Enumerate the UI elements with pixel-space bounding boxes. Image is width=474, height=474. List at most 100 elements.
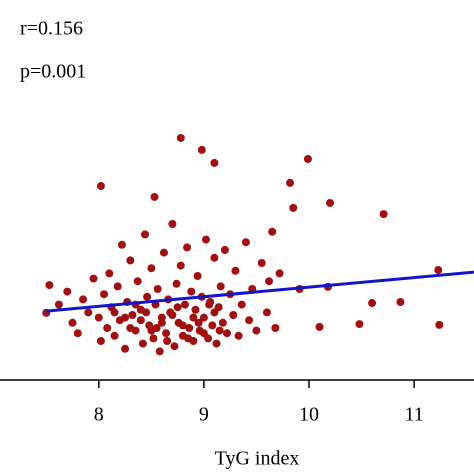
point bbox=[237, 300, 246, 309]
point bbox=[68, 318, 77, 327]
point bbox=[262, 308, 271, 317]
point bbox=[128, 311, 137, 319]
point bbox=[89, 274, 98, 283]
point bbox=[157, 318, 166, 327]
point bbox=[142, 308, 151, 317]
point bbox=[234, 331, 243, 340]
point bbox=[216, 282, 225, 291]
point bbox=[201, 235, 210, 244]
point bbox=[113, 282, 122, 291]
point bbox=[133, 277, 142, 286]
point bbox=[191, 305, 200, 314]
point bbox=[275, 269, 284, 278]
point bbox=[185, 324, 194, 332]
point bbox=[121, 344, 130, 353]
point bbox=[315, 322, 324, 331]
point bbox=[168, 311, 177, 319]
point bbox=[205, 300, 214, 309]
fit-line bbox=[46, 270, 474, 313]
point bbox=[94, 313, 103, 322]
point bbox=[168, 220, 177, 228]
point bbox=[223, 329, 232, 338]
point bbox=[184, 334, 193, 343]
point bbox=[189, 313, 198, 322]
point bbox=[326, 198, 335, 207]
point bbox=[187, 287, 196, 296]
x-tick-label: 9 bbox=[199, 404, 209, 426]
point bbox=[178, 321, 187, 330]
annotation: r=0.156 bbox=[20, 18, 83, 40]
point bbox=[435, 320, 444, 329]
point bbox=[143, 292, 152, 301]
point bbox=[271, 324, 280, 332]
point bbox=[96, 337, 105, 345]
point bbox=[220, 246, 229, 254]
point bbox=[100, 290, 109, 299]
point bbox=[79, 295, 88, 304]
point bbox=[368, 299, 377, 308]
point bbox=[303, 155, 312, 163]
point bbox=[183, 243, 192, 252]
point bbox=[193, 272, 202, 280]
point bbox=[434, 266, 443, 275]
point bbox=[117, 240, 126, 249]
point bbox=[138, 339, 147, 348]
point bbox=[153, 285, 162, 293]
point bbox=[110, 308, 119, 317]
point bbox=[268, 227, 277, 236]
point bbox=[215, 326, 224, 335]
point bbox=[210, 253, 219, 262]
point bbox=[173, 303, 182, 312]
point bbox=[126, 256, 135, 265]
point bbox=[379, 210, 388, 219]
point bbox=[194, 318, 203, 327]
point bbox=[170, 342, 179, 351]
point bbox=[208, 321, 217, 330]
point bbox=[96, 182, 105, 191]
point bbox=[103, 324, 112, 332]
point bbox=[84, 308, 93, 317]
point bbox=[212, 339, 221, 348]
point bbox=[176, 261, 185, 270]
point bbox=[73, 329, 82, 338]
point bbox=[197, 145, 206, 154]
point bbox=[199, 329, 208, 338]
point bbox=[257, 259, 266, 267]
point bbox=[155, 347, 164, 356]
x-tick-label: 10 bbox=[299, 404, 319, 426]
point bbox=[229, 311, 238, 319]
point bbox=[355, 320, 364, 329]
point bbox=[176, 133, 185, 142]
point bbox=[149, 334, 158, 343]
x-tick-label: 8 bbox=[94, 404, 104, 426]
point bbox=[110, 331, 119, 340]
x-tick-label: 11 bbox=[404, 404, 423, 426]
point bbox=[286, 178, 295, 187]
point bbox=[63, 287, 72, 296]
point bbox=[136, 316, 145, 325]
point bbox=[163, 337, 172, 345]
point bbox=[245, 316, 254, 325]
point bbox=[199, 313, 208, 322]
point bbox=[121, 313, 130, 322]
point bbox=[218, 318, 227, 327]
point bbox=[241, 238, 250, 247]
x-axis-label: TyG index bbox=[215, 448, 300, 470]
point bbox=[162, 329, 171, 338]
point bbox=[126, 324, 135, 332]
point bbox=[54, 300, 63, 309]
point bbox=[105, 269, 114, 278]
point bbox=[210, 158, 219, 167]
point bbox=[45, 281, 54, 290]
point bbox=[172, 279, 181, 288]
point bbox=[231, 266, 240, 275]
point bbox=[180, 300, 189, 309]
annotation: p=0.001 bbox=[20, 61, 86, 83]
point bbox=[147, 264, 156, 273]
point bbox=[210, 308, 219, 317]
point bbox=[289, 203, 298, 212]
point bbox=[150, 192, 159, 201]
point bbox=[265, 277, 274, 286]
point bbox=[152, 324, 161, 332]
